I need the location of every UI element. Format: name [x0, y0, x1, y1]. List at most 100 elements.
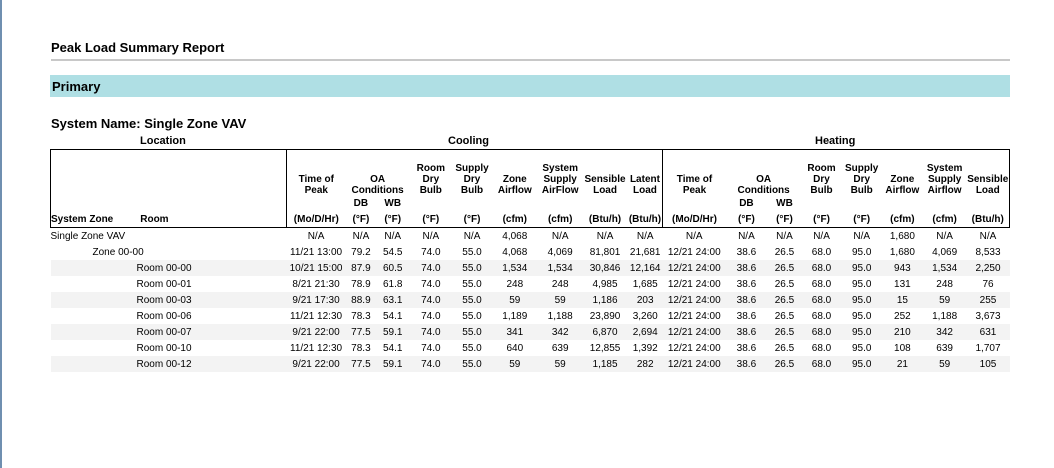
row-value: 1,185	[582, 356, 628, 372]
row-value: 63.1	[376, 292, 410, 308]
row-value: 76	[982, 278, 994, 290]
row-value: 55.0	[462, 342, 482, 354]
row-value: 78.3	[351, 342, 371, 354]
row-value: 639	[551, 342, 569, 354]
unit-heating: (°F)	[767, 211, 802, 228]
col-heating-room-dry-bulb: Room Dry Bulb	[801, 149, 842, 196]
row-name: Room 00-01	[136, 278, 192, 290]
row-value: 203	[627, 292, 663, 308]
row-value: 54.1	[382, 342, 403, 354]
table-row: Room 00-00 10/21 15:00 87.9 60.5 74.0 55.0 1,5…	[50, 260, 1010, 276]
row-value: 55.0	[462, 310, 482, 322]
row-value: 77.5	[345, 324, 377, 340]
table-row: Zone 00-00 11/21 13:00 79.2 54.5 74.0 55.0 4,0…	[51, 244, 1010, 260]
system-name-label: System Name:	[51, 116, 141, 131]
row-value: 2,694	[627, 324, 663, 340]
row-value: 38.6	[725, 356, 768, 372]
unit-heating: (°F)	[725, 211, 768, 228]
row-value: 59	[922, 356, 967, 372]
col-heating-supply-dry-bulb: Supply Dry Bulb	[841, 149, 883, 196]
row-value: N/A	[853, 230, 871, 242]
row-value: 79.2	[351, 246, 371, 258]
row-value: 95.0	[841, 356, 883, 372]
row-value: 4,985	[592, 278, 618, 290]
row-value: 68.0	[811, 278, 832, 290]
row-value: 26.5	[774, 278, 795, 290]
unit-cooling: (cfm)	[491, 211, 538, 228]
row-value: 74.0	[409, 292, 453, 308]
table-body: Single Zone VAV N/A N/A N/A N/A N/A 4,068 N/A N/…	[50, 228, 1010, 372]
row-value: 74.0	[421, 310, 441, 322]
row-value: 3,260	[632, 310, 658, 322]
row-value: 12/21 24:00	[667, 278, 721, 290]
row-value: 9/21 22:00	[286, 356, 346, 372]
row-value: 59	[537, 292, 583, 308]
unit-heating: (Mo/D/Hr)	[662, 211, 726, 228]
group-heating: Heating	[815, 135, 856, 147]
row-value: 68.0	[801, 356, 842, 372]
row-value: 12/21 24:00	[662, 260, 726, 276]
row-value: 1,685	[632, 278, 658, 290]
row-value: 23,890	[589, 310, 621, 322]
col-cooling-db: DB	[353, 198, 369, 209]
row-value: 1,188	[932, 310, 958, 322]
row-value: 55.0	[452, 292, 492, 308]
row-value: 68.0	[801, 260, 842, 276]
row-value: 95.0	[841, 260, 883, 276]
location-header-cell	[50, 149, 287, 212]
row-value: 38.6	[725, 260, 768, 276]
col-cooling-sensible-load: Sensible Load	[582, 149, 628, 196]
row-value: 95.0	[851, 342, 872, 354]
row-value: 21	[882, 356, 923, 372]
col-room: Room	[140, 211, 287, 228]
row-value: N/A	[738, 230, 755, 242]
table-row: Single Zone VAV N/A N/A N/A N/A N/A 4,068 N/A N/…	[51, 228, 1010, 245]
row-value: 38.6	[736, 310, 757, 322]
col-cooling-wb: WB	[384, 198, 402, 209]
row-value: 131	[894, 278, 911, 290]
row-value: 21,681	[629, 246, 661, 258]
row-value: 248	[506, 278, 524, 290]
section-label: Primary	[52, 79, 101, 94]
row-value: 26.5	[767, 260, 802, 276]
col-cooling-system-supply-airflow: System Supply AirFlow	[537, 149, 583, 196]
row-value: 8/21 21:30	[292, 278, 340, 290]
col-heating-time-of-peak: Time of Peak	[662, 149, 726, 196]
row-value: 55.0	[452, 356, 492, 372]
table-row: Room 00-01 8/21 21:30 78.9 61.8 74.0 55.0 248 2…	[51, 276, 1010, 292]
row-value: 55.0	[462, 246, 482, 258]
unit-heating: (cfm)	[922, 211, 967, 228]
row-value: 26.5	[767, 356, 802, 372]
row-value: 8,533	[975, 246, 1001, 258]
row-value: N/A	[936, 230, 953, 242]
col-heating-wb: WB	[776, 198, 793, 209]
col-heating-zone-airflow: Zone Airflow	[882, 149, 923, 196]
system-name-value: Single Zone VAV	[144, 116, 247, 131]
col-cooling-oa-conditions: OA Conditions	[345, 149, 410, 196]
row-value: 108	[894, 342, 911, 354]
unit-cooling: (Mo/D/Hr)	[285, 211, 346, 228]
row-value: 95.0	[851, 246, 872, 258]
row-value: 282	[627, 356, 663, 372]
unit-heating: (°F)	[801, 211, 842, 228]
row-name: Room 00-10	[136, 342, 192, 354]
row-value: 60.5	[376, 260, 410, 276]
row-value: 59.1	[376, 324, 410, 340]
row-value: 74.0	[421, 342, 441, 354]
row-value: 88.9	[345, 292, 377, 308]
row-value: 68.0	[801, 292, 842, 308]
row-value: 55.0	[462, 278, 482, 290]
row-value: 59	[491, 292, 538, 308]
window-left-border	[0, 0, 2, 468]
row-value: 1,186	[582, 292, 628, 308]
row-value: 12/21 24:00	[667, 246, 721, 258]
row-value: 38.6	[736, 342, 757, 354]
unit-cooling: (°F)	[376, 211, 410, 228]
row-value: 1,392	[632, 342, 658, 354]
row-value: 12/21 24:00	[662, 324, 726, 340]
row-value: 4,069	[547, 246, 573, 258]
row-value: N/A	[463, 230, 481, 242]
section-header: Primary	[50, 75, 1010, 97]
row-value: 38.6	[725, 292, 768, 308]
row-value: 95.0	[841, 324, 883, 340]
